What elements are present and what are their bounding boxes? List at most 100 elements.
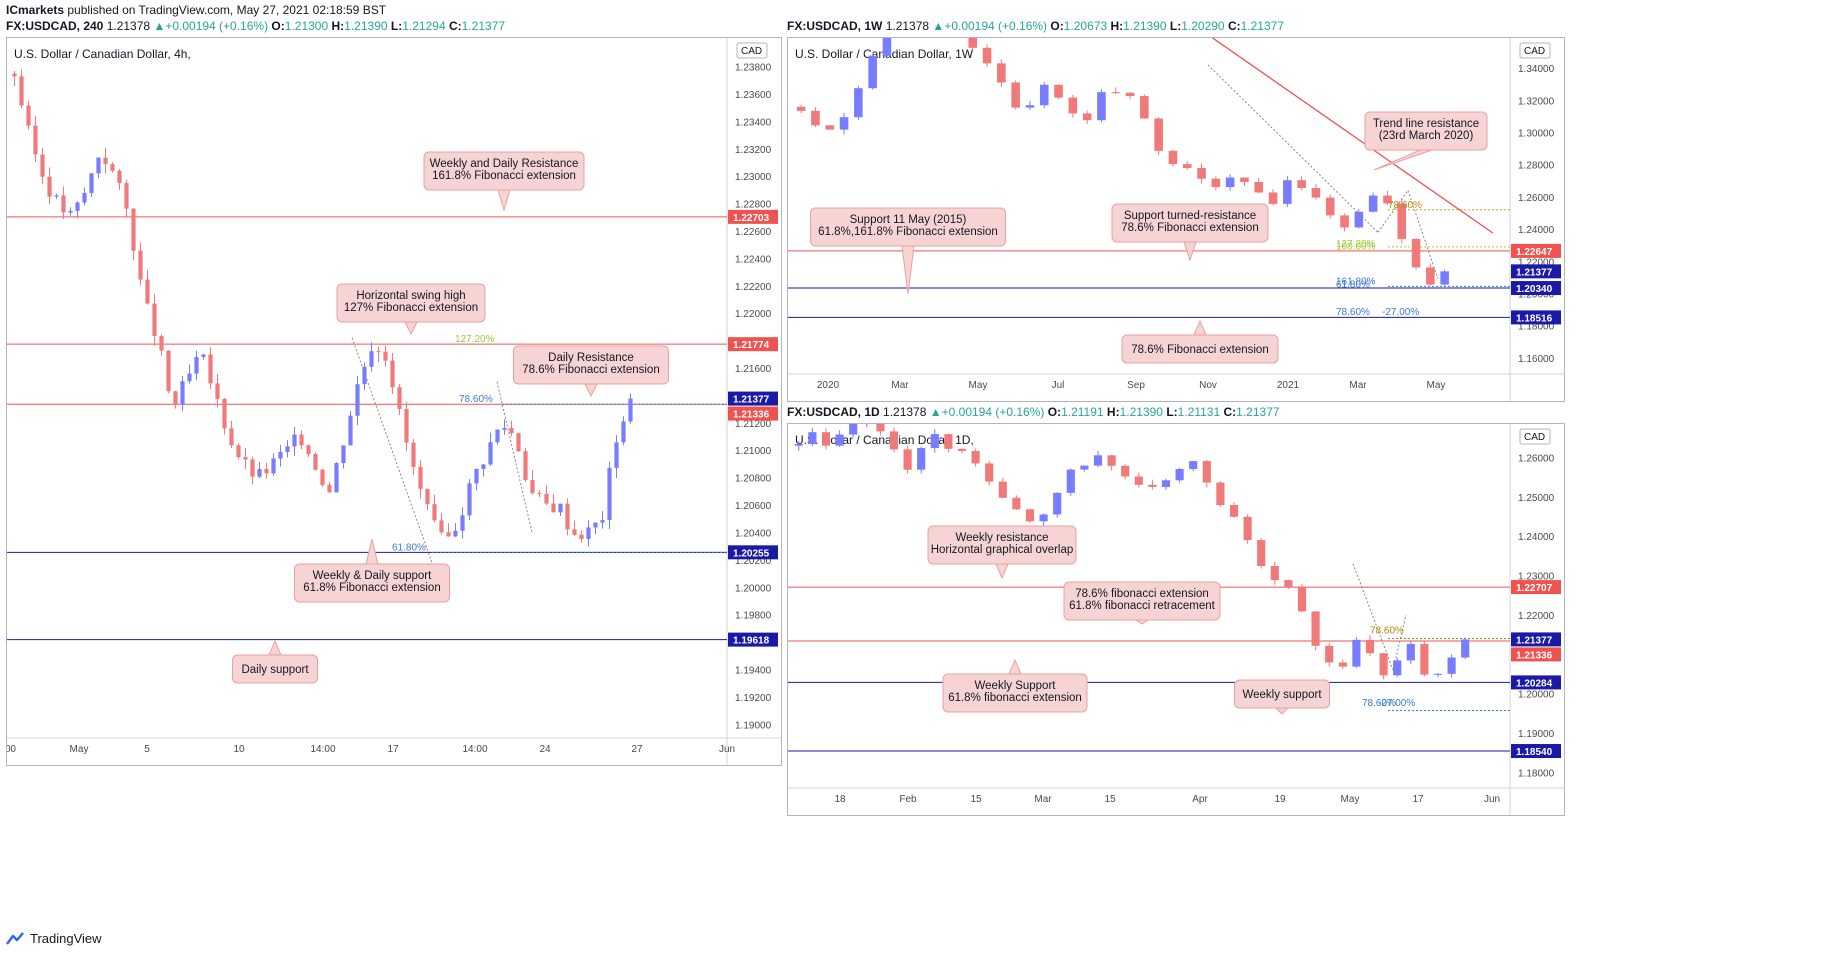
x-tick-label: Mar — [1034, 794, 1052, 805]
chart-panel-d1[interactable]: 1.260001.250001.240001.230001.220001.210… — [787, 423, 1565, 816]
candle-down — [264, 469, 269, 474]
candle-up — [849, 424, 858, 435]
symbol-label[interactable]: FX:USDCAD, 1D — [787, 405, 880, 419]
low-value: 1.20290 — [1181, 19, 1225, 33]
callout-pointer — [584, 383, 598, 398]
open-value: 1.21300 — [284, 19, 329, 33]
candle-up — [593, 522, 598, 528]
callout-box — [810, 207, 1006, 247]
trend-line — [1211, 38, 1494, 234]
candle-down — [1229, 505, 1239, 517]
x-tick-label: Feb — [899, 794, 917, 805]
candle-up — [180, 381, 185, 405]
candle-up — [1175, 468, 1184, 481]
price-tag-label: 1.21377 — [733, 395, 770, 406]
callout-text: 161.8% Fibonacci extension — [432, 170, 576, 182]
x-tick-label: 2020 — [817, 380, 840, 391]
change-value: +0.00194 (+0.16%) — [944, 19, 1048, 33]
candle-up — [54, 195, 59, 197]
candle-down — [166, 350, 171, 392]
candle-up — [835, 434, 844, 446]
callout-box — [1063, 581, 1221, 621]
y-tick-label: 1.22200 — [735, 282, 772, 293]
currency-label: CAD — [1524, 432, 1545, 443]
symbol-label[interactable]: FX:USDCAD, 240 — [6, 19, 104, 33]
candle-up — [1093, 455, 1103, 466]
callout-text: Support 11 May (2015) — [850, 214, 967, 226]
chart-panel-h4[interactable]: 1.23800 1.23600 1.23400 1.23200 1.23000 1.228… — [6, 37, 782, 766]
y-tick-label: 1.20000 — [735, 583, 772, 594]
y-tick-label: 1.20400 — [735, 528, 772, 539]
price-tag — [728, 391, 778, 406]
candle-up — [1354, 211, 1364, 228]
callout-box — [1364, 111, 1488, 151]
price-tag — [1511, 281, 1561, 296]
candle-down — [509, 427, 514, 434]
tradingview-logo[interactable]: TradingView — [6, 931, 102, 946]
candle-down — [250, 459, 255, 477]
price-tag-label: 1.21336 — [1516, 650, 1553, 661]
symbol-label[interactable]: FX:USDCAD, 1W — [787, 19, 883, 33]
callout-text: Horizontal graphical overlap — [931, 544, 1074, 556]
candle-down — [516, 433, 521, 452]
candle-down — [1054, 84, 1063, 98]
callout-box — [232, 654, 318, 684]
candle-up — [341, 445, 346, 464]
candle-down — [1182, 164, 1192, 168]
candle-down — [579, 534, 584, 540]
low-value: 1.21294 — [402, 19, 446, 33]
fib-label: 61.80% — [392, 542, 426, 553]
candle-up — [1225, 177, 1235, 188]
x-tick-label: :00 — [7, 744, 16, 755]
callout-text: 61.8% Fibonacci extension — [303, 582, 440, 594]
x-tick-label: 14:00 — [310, 744, 335, 755]
candle-up — [1080, 465, 1089, 470]
candle-down — [998, 481, 1007, 498]
candle-up — [278, 451, 283, 459]
candle-up — [600, 520, 605, 523]
candle-up — [201, 354, 206, 357]
price-tag-label: 1.20255 — [733, 548, 770, 559]
fib-connector-line — [1392, 614, 1407, 671]
callout-text: Daily Resistance — [548, 352, 634, 364]
candle-up — [68, 210, 73, 213]
candle-down — [1211, 178, 1221, 188]
x-tick-label: May — [1341, 794, 1360, 805]
publisher-text: published on TradingView.com, May 27, 20… — [67, 3, 387, 17]
candle-down — [1311, 187, 1321, 198]
chart-d1[interactable]: 1.260001.250001.240001.230001.220001.210… — [788, 424, 1564, 815]
y-tick-label: 1.23000 — [1518, 572, 1555, 583]
chart-panel-w1[interactable]: 1.34000 1.32000 1.30000 1.28000 1.26000 1.240… — [787, 37, 1565, 402]
candle-down — [1325, 197, 1335, 216]
fib-label: 100.00% — [1336, 241, 1376, 252]
callout-text: Weekly Support — [975, 680, 1057, 692]
chart-w1[interactable]: 1.34000 1.32000 1.30000 1.28000 1.26000 1.240… — [788, 38, 1564, 401]
candle-up — [621, 421, 626, 443]
close-value: 1.21377 — [461, 19, 506, 33]
candle-down — [985, 463, 994, 482]
callout-text: Weekly support — [1242, 689, 1322, 701]
candle-up — [453, 530, 458, 537]
candle-up — [488, 442, 493, 465]
candle-down — [1325, 645, 1334, 663]
candle-up — [882, 38, 892, 56]
price-tag-label: 1.21336 — [733, 410, 770, 421]
y-tick-label: 1.19000 — [735, 720, 772, 731]
y-tick-label: 1.26000 — [1518, 454, 1555, 465]
y-tick-label: 1.22400 — [735, 254, 772, 265]
y-tick-label: 1.21000 — [735, 446, 772, 457]
price-tag-label: 1.21377 — [1516, 635, 1553, 646]
callout-text: 78.6% Fibonacci extension — [1121, 222, 1258, 234]
candle-down — [1297, 180, 1306, 188]
callout-text: Horizontal swing high — [356, 290, 465, 302]
chart-h4[interactable]: 1.23800 1.23600 1.23400 1.23200 1.23000 1.228… — [7, 38, 781, 765]
candle-up — [285, 446, 290, 452]
candle-down — [821, 432, 831, 446]
brand-label: TradingView — [30, 931, 102, 946]
price-tag-label: 1.22707 — [1516, 583, 1553, 594]
candle-down — [124, 183, 129, 209]
candle-down — [1216, 482, 1225, 506]
callout-box — [1111, 203, 1269, 243]
x-tick-label: Mar — [1349, 380, 1367, 391]
candle-down — [1340, 215, 1349, 228]
